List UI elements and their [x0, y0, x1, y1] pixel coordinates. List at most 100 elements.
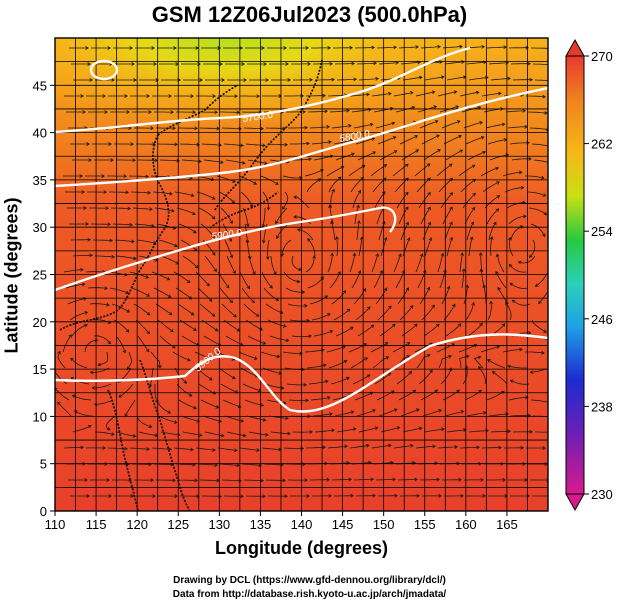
streamline-arrowhead	[383, 164, 388, 168]
streamline-segment	[507, 365, 527, 369]
streamline-segment	[481, 92, 502, 97]
streamline-arrowhead	[284, 142, 288, 147]
streamline-arrowhead	[70, 357, 74, 362]
streamline-segment	[150, 351, 161, 368]
streamline-segment	[552, 256, 557, 275]
streamline-segment	[327, 94, 348, 97]
streamline-segment	[350, 357, 368, 369]
streamline-arrowhead	[412, 389, 417, 394]
streamline-arrowhead	[503, 45, 507, 50]
streamline-arrowhead	[383, 287, 388, 292]
streamline-arrowhead	[168, 94, 172, 98]
streamline-segment	[422, 222, 431, 241]
streamline-segment	[379, 323, 396, 337]
streamline-segment	[265, 303, 283, 314]
streamline-arrowhead	[152, 241, 157, 245]
streamline-segment	[518, 255, 536, 264]
streamline-arrowhead	[431, 90, 436, 95]
streamline-arrowhead	[507, 76, 511, 81]
streamline-arrowhead	[481, 44, 485, 49]
streamline-arrowhead	[231, 375, 236, 380]
streamline-segment	[459, 446, 480, 449]
streamline-segment	[336, 78, 357, 81]
streamline-segment	[492, 371, 508, 385]
streamline-segment	[220, 383, 239, 394]
streamline-arrowhead	[472, 192, 476, 197]
streamline-arrowhead	[147, 190, 151, 195]
streamline-segment	[149, 367, 154, 388]
streamline-segment	[376, 46, 397, 49]
streamline-arrowhead	[448, 354, 453, 359]
streamline-segment	[349, 93, 370, 97]
streamline-segment	[109, 287, 129, 294]
streamline-arrowhead	[263, 161, 268, 165]
streamline-arrowhead	[280, 386, 285, 390]
streamline-arrowhead	[328, 204, 332, 208]
streamline-segment	[462, 193, 476, 209]
streamline-segment	[178, 399, 197, 409]
streamline-arrowhead	[414, 135, 419, 139]
streamline-arrowhead	[308, 157, 312, 162]
streamline-arrowhead	[366, 306, 371, 310]
streamline-arrowhead	[475, 90, 480, 95]
streamline-segment	[554, 320, 567, 334]
streamline-arrowhead	[285, 338, 290, 343]
streamline-arrowhead	[541, 350, 545, 355]
streamline-segment	[240, 367, 259, 378]
streamline-arrowhead	[331, 428, 335, 433]
x-tick-label: 140	[291, 517, 313, 532]
streamline-segment	[402, 76, 423, 81]
x-tick-label: 130	[208, 517, 230, 532]
streamline-arrowhead	[174, 243, 178, 248]
streamline-arrowhead	[317, 178, 322, 182]
streamline-arrowhead	[527, 330, 532, 335]
streamline-arrowhead	[83, 206, 87, 210]
streamline-arrowhead	[454, 445, 458, 449]
streamline-arrowhead	[507, 236, 512, 241]
streamline-arrowhead	[393, 45, 397, 50]
streamline-segment	[459, 91, 479, 97]
streamline-arrowhead	[383, 236, 388, 241]
colorbar-body	[565, 55, 585, 495]
streamline-arrowhead	[449, 192, 454, 196]
streamline-arrowhead	[375, 76, 379, 81]
streamline-arrowhead	[285, 416, 289, 421]
colorbar-tick-label: 254	[591, 224, 613, 239]
streamline-segment	[134, 223, 155, 227]
streamline-segment	[443, 304, 456, 321]
streamline-arrowhead	[306, 141, 310, 146]
streamline-segment	[304, 169, 324, 177]
streamline-arrowhead	[366, 374, 371, 378]
streamline-segment	[198, 207, 216, 220]
streamline-arrowhead	[234, 94, 238, 99]
streamline-segment	[373, 270, 383, 289]
streamline-arrowhead	[246, 285, 251, 290]
streamline-arrowhead	[431, 304, 435, 309]
streamline-segment	[87, 287, 108, 289]
streamline-arrowhead	[552, 431, 555, 434]
streamline-arrowhead	[170, 208, 175, 213]
streamline-arrowhead	[285, 62, 289, 66]
streamline-arrowhead	[520, 445, 524, 450]
streamline-arrowhead	[415, 45, 419, 49]
streamline-arrowhead	[438, 493, 442, 498]
streamline-arrowhead	[173, 420, 178, 424]
streamline-arrowhead	[353, 77, 357, 82]
streamline-arrowhead	[559, 239, 562, 242]
streamline-arrowhead	[146, 447, 150, 451]
streamline-arrowhead	[495, 166, 500, 171]
streamline-arrowhead	[228, 238, 233, 243]
streamline-arrowhead	[428, 237, 433, 241]
streamline-segment	[331, 125, 352, 129]
streamline-segment	[247, 335, 266, 345]
streamline-arrowhead	[145, 348, 150, 353]
streamline-arrowhead	[275, 181, 279, 185]
streamline-segment	[437, 91, 457, 97]
streamline-arrowhead	[461, 268, 466, 272]
streamline-segment	[549, 384, 559, 397]
streamline-arrowhead	[529, 77, 533, 82]
streamline-segment	[263, 287, 279, 301]
streamline-segment	[305, 255, 315, 273]
streamline-arrowhead	[129, 222, 133, 227]
streamline-segment	[110, 207, 131, 209]
